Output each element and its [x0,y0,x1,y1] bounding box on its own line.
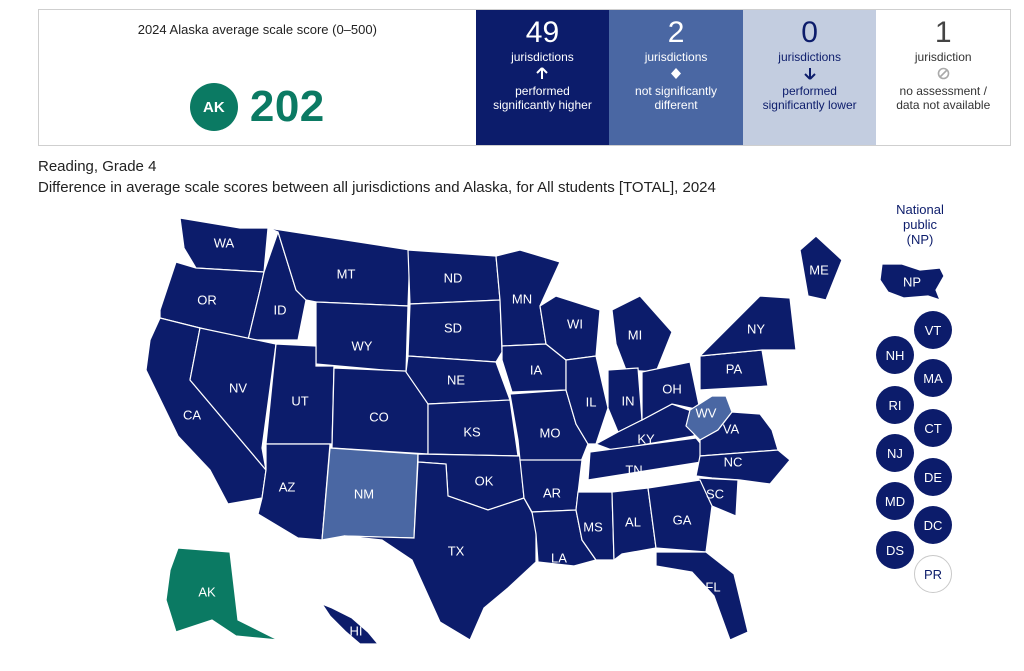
subject-heading: Reading, Grade 4 [38,158,157,175]
average-scale-score: 202 [249,82,325,131]
state-me[interactable] [799,235,843,301]
state-sd[interactable] [407,299,503,363]
category-unit: jurisdictions [778,50,841,64]
map-caption: Difference in average scale scores betwe… [38,179,716,196]
state-il[interactable] [565,355,609,445]
state-ks[interactable] [427,399,519,457]
jurisdiction-bubble-ma[interactable]: MA [914,359,952,397]
category-not-significantly-different[interactable]: 2 jurisdictions not significantly differ… [609,10,743,145]
jurisdiction-bubble-vt[interactable]: VT [914,311,952,349]
category-count: 2 [667,16,685,49]
category-significantly-higher[interactable]: 49 jurisdictions performed significantly… [475,10,610,145]
category-not-available[interactable]: 1 jurisdiction no assessment / data not … [876,10,1011,145]
category-label: no assessment / data not available [896,83,991,112]
category-unit: jurisdictions [511,50,574,64]
summary-panel: 2024 Alaska average scale score (0–500) … [38,9,1011,146]
focal-jurisdiction-badge: AK [189,83,238,131]
state-wy[interactable] [315,301,409,373]
category-unit: jurisdictions [644,50,708,64]
jurisdiction-bubble-nj[interactable]: NJ [876,434,914,472]
national-public-title: National public (NP) [896,202,944,247]
score-row: AK 202 [39,82,476,132]
state-pa[interactable] [699,349,769,391]
not-available-icon [876,67,1010,85]
state-nm[interactable] [321,447,419,541]
state-wa[interactable] [179,217,269,273]
state-nd[interactable] [407,249,501,305]
category-count: 0 [801,16,818,49]
state-ga[interactable] [647,479,713,553]
category-unit: jurisdiction [914,50,972,64]
jurisdiction-bubble-ct[interactable]: CT [914,409,952,447]
arrow-down-icon [743,67,877,85]
jurisdiction-bubble-ri[interactable]: RI [876,386,914,424]
category-significantly-lower[interactable]: 0 jurisdictions performed significantly … [742,10,877,145]
state-tx[interactable] [343,461,537,641]
national-public-map[interactable] [879,263,945,301]
state-fl[interactable] [655,551,749,641]
state-az[interactable] [257,443,331,541]
category-count: 49 [525,16,560,49]
state-nv[interactable] [189,327,277,473]
state-ak[interactable] [165,547,279,641]
state-ny[interactable] [698,295,797,357]
category-count: 1 [934,16,952,49]
state-oh[interactable] [641,361,701,421]
focal-score-cell: 2024 Alaska average scale score (0–500) … [39,10,476,145]
diamond-icon [609,67,743,85]
jurisdiction-bubble-pr[interactable]: PR [914,555,952,593]
jurisdiction-bubble-dc[interactable]: DC [914,506,952,544]
jurisdiction-bubble-nh[interactable]: NH [876,336,914,374]
category-label: performed significantly higher [493,83,592,112]
category-label: performed significantly lower [762,83,857,112]
state-mi[interactable] [611,295,673,373]
jurisdiction-bubble-ds[interactable]: DS [876,531,914,569]
state-ar[interactable] [519,459,583,513]
category-label: not significantly different [635,83,718,112]
jurisdiction-bubble-md[interactable]: MD [876,482,914,520]
state-al[interactable] [611,487,657,562]
state-nc[interactable] [695,449,791,485]
score-title: 2024 Alaska average scale score (0–500) [137,22,377,37]
state-hi[interactable] [320,602,380,645]
arrow-up-icon [476,67,610,85]
jurisdiction-bubble-de[interactable]: DE [914,458,952,496]
